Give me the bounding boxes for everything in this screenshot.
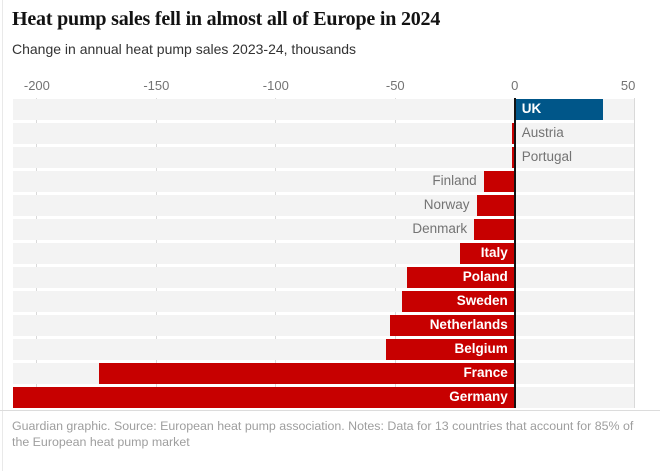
bar-italy xyxy=(459,243,515,264)
chart-subtitle: Change in annual heat pump sales 2023-24… xyxy=(12,41,357,57)
bar-label-germany: Germany xyxy=(449,389,508,404)
x-tick--150: -150 xyxy=(143,78,170,93)
row-band xyxy=(13,291,635,312)
x-tick--100: -100 xyxy=(262,78,289,93)
x-tick--200: -200 xyxy=(23,78,50,93)
bar-france xyxy=(99,363,515,384)
bar-denmark xyxy=(474,219,515,240)
footer-line-1: Guardian graphic. Source: European heat … xyxy=(12,419,634,433)
bar-label-sweden: Sweden xyxy=(456,293,508,308)
bar-label-portugal: Portugal xyxy=(521,149,573,164)
row-band xyxy=(13,171,635,192)
row-band xyxy=(13,339,635,360)
bar-label-norway: Norway xyxy=(423,197,470,212)
x-tick-50: 50 xyxy=(620,78,636,93)
bar-sweden xyxy=(402,291,515,312)
footer-line-2: the European heat pump market xyxy=(12,435,190,449)
bar-poland xyxy=(407,267,515,288)
row-band xyxy=(13,99,635,120)
bar-label-denmark: Denmark xyxy=(412,221,468,236)
zero-axis-line xyxy=(513,98,516,408)
bar-portugal xyxy=(512,147,515,168)
bar-label-netherlands: Netherlands xyxy=(429,317,508,332)
bar-label-italy: Italy xyxy=(480,245,508,260)
bar-belgium xyxy=(385,339,515,360)
footer-note: Guardian graphic. Source: European heat … xyxy=(0,410,660,450)
bar-label-belgium: Belgium xyxy=(454,341,508,356)
bar-netherlands xyxy=(390,315,515,336)
bar-uk xyxy=(514,99,604,120)
row-band xyxy=(13,123,635,144)
bar-label-france: France xyxy=(463,365,508,380)
bar-label-poland: Poland xyxy=(462,269,508,284)
bar-label-finland: Finland xyxy=(432,173,477,188)
row-band xyxy=(13,147,635,168)
bar-germany xyxy=(13,387,515,408)
bar-finland xyxy=(483,171,515,192)
row-band xyxy=(13,267,635,288)
row-band xyxy=(13,243,635,264)
bar-norway xyxy=(476,195,515,216)
left-edge-line xyxy=(2,0,3,471)
x-tick--50: -50 xyxy=(385,78,405,93)
bar-label-uk: UK xyxy=(521,101,542,116)
gridline xyxy=(633,98,635,408)
bar-label-austria: Austria xyxy=(521,125,564,140)
row-band xyxy=(13,315,635,336)
x-tick-0: 0 xyxy=(511,78,519,93)
bar-austria xyxy=(512,123,515,144)
chart-title: Heat pump sales fell in almost all of Eu… xyxy=(12,8,441,30)
